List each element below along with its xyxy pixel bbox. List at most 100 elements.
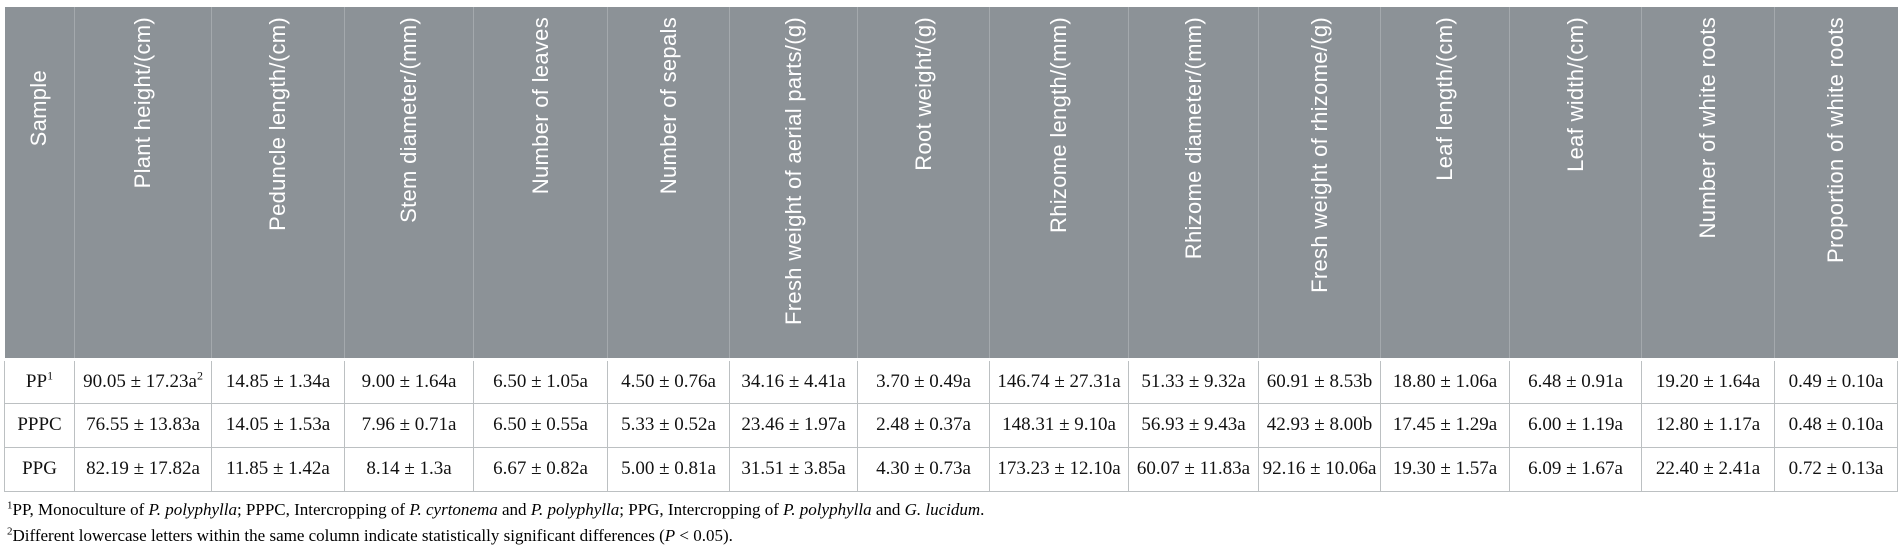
table-cell: 42.93 ± 8.00b [1258, 402, 1381, 448]
column-header-stem-diameter: Stem diameter/(mm) [344, 7, 474, 361]
table-cell: 11.85 ± 1.42a [211, 446, 345, 492]
table-row-pppc: PPPC 76.55 ± 13.83a 14.05 ± 1.53a 7.96 ±… [4, 402, 1898, 448]
header-row: Sample Plant height/(cm) Peduncle length… [4, 7, 1898, 361]
table-cell: 60.07 ± 11.83a [1128, 446, 1259, 492]
column-header-sample: Sample [4, 7, 75, 361]
table-cell: 92.16 ± 10.06a [1258, 446, 1381, 492]
table-cell: 82.19 ± 17.82a [74, 446, 212, 492]
footnote-marker: 1 [47, 368, 54, 383]
table-cell: 146.74 ± 27.31a [989, 358, 1129, 404]
table-header: Sample Plant height/(cm) Peduncle length… [4, 7, 1898, 361]
column-header-label: Root weight/(g) [910, 17, 936, 171]
cell-value: 90.05 ± 17.23a [83, 370, 197, 392]
footnote-text: ; PPPC, Intercropping of [236, 499, 410, 519]
table-cell: 6.00 ± 1.19a [1509, 402, 1642, 448]
column-header-label: Plant height/(cm) [130, 17, 155, 189]
p-value-symbol: P [664, 525, 676, 545]
table-cell: 19.20 ± 1.64a [1641, 358, 1775, 404]
footnote-text: ; PPG, Intercropping of [619, 499, 784, 519]
column-header-number-of-white-roots: Number of white roots [1641, 7, 1775, 361]
table-cell: 34.16 ± 4.41a [729, 358, 858, 404]
footnote-marker: 2 [7, 525, 13, 538]
table-cell: 173.23 ± 12.10a [989, 446, 1129, 492]
column-header-rhizome-diameter: Rhizome diameter/(mm) [1128, 7, 1259, 361]
footnote-1: 1PP, Monoculture of P. polyphylla ; PPPC,… [7, 499, 1901, 520]
table-cell: 19.30 ± 1.57a [1380, 446, 1510, 492]
footnote-text: PP, Monoculture of [12, 499, 149, 519]
column-header-fresh-weight-aerial-parts: Fresh weight of aerial parts/(g) [729, 7, 858, 361]
morphology-table: Sample Plant height/(cm) Peduncle length… [4, 7, 1898, 492]
table-cell: 31.51 ± 3.85a [729, 446, 858, 492]
footnote-2: 2Different lowercase letters within the … [7, 525, 1901, 546]
table-cell: 14.05 ± 1.53a [211, 402, 345, 448]
table-cell: 51.33 ± 9.32a [1128, 358, 1259, 404]
table-cell: 148.31 ± 9.10a [989, 402, 1129, 448]
column-header-root-weight: Root weight/(g) [857, 7, 990, 361]
column-header-plant-height: Plant height/(cm) [74, 7, 212, 361]
sample-cell: PPG [4, 446, 75, 492]
table-cell: 90.05 ± 17.23a2 [74, 358, 212, 404]
table-cell: 4.30 ± 0.73a [857, 446, 990, 492]
table-cell: 56.93 ± 9.43a [1128, 402, 1259, 448]
column-header-label: Number of leaves [527, 17, 553, 195]
column-header-leaf-length: Leaf length/(cm) [1380, 7, 1510, 361]
table-cell: 0.72 ± 0.13a [1774, 446, 1898, 492]
column-header-label: Leaf length/(cm) [1432, 17, 1457, 181]
footnote-text: Different lowercase letters within the s… [12, 525, 665, 545]
column-header-label: Peduncle length/(cm) [265, 17, 290, 231]
column-header-label: Sample [26, 70, 52, 147]
column-header-label: Rhizome length/(mm) [1046, 17, 1071, 233]
table-cell: 3.70 ± 0.49a [857, 358, 990, 404]
column-header-label: Fresh weight of rhizome/(g) [1306, 17, 1332, 293]
footnote-text: < 0.05). [675, 525, 733, 545]
column-header-label: Fresh weight of aerial parts/(g) [780, 17, 806, 325]
table-cell: 8.14 ± 1.3a [344, 446, 474, 492]
column-header-label: Rhizome diameter/(mm) [1180, 17, 1206, 260]
footnote-marker: 1 [7, 498, 13, 511]
table-cell: 7.96 ± 0.71a [344, 402, 474, 448]
table-cell: 18.80 ± 1.06a [1380, 358, 1510, 404]
table-cell: 6.48 ± 0.91a [1509, 358, 1642, 404]
column-header-number-of-leaves: Number of leaves [473, 7, 608, 361]
column-header-peduncle-length: Peduncle length/(cm) [211, 7, 345, 361]
table-cell: 6.67 ± 0.82a [473, 446, 608, 492]
table-cell: 14.85 ± 1.34a [211, 358, 345, 404]
table-cell: 23.46 ± 1.97a [729, 402, 858, 448]
table-cell: 4.50 ± 0.76a [607, 358, 730, 404]
table-cell: 12.80 ± 1.17a [1641, 402, 1775, 448]
table-row-ppg: PPG 82.19 ± 17.82a 11.85 ± 1.42a 8.14 ± … [4, 446, 1898, 492]
table-cell: 6.50 ± 0.55a [473, 402, 608, 448]
footnote-text: . [980, 499, 985, 519]
table-cell: 76.55 ± 13.83a [74, 402, 212, 448]
sample-label: PPG [22, 458, 57, 479]
column-header-fresh-weight-rhizome: Fresh weight of rhizome/(g) [1258, 7, 1381, 361]
table-row-pp: PP1 90.05 ± 17.23a2 14.85 ± 1.34a 9.00 ±… [4, 358, 1898, 404]
table-cell: 6.50 ± 1.05a [473, 358, 608, 404]
footnote-text: and [497, 499, 531, 519]
table-body: PP1 90.05 ± 17.23a2 14.85 ± 1.34a 9.00 ±… [4, 358, 1898, 492]
table-cell: 17.45 ± 1.29a [1380, 402, 1510, 448]
species-name: P. polyphylla [530, 499, 620, 519]
table-cell: 22.40 ± 2.41a [1641, 446, 1775, 492]
column-header-label: Number of sepals [655, 17, 681, 195]
table-cell: 60.91 ± 8.53b [1258, 358, 1381, 404]
column-header-rhizome-length: Rhizome length/(mm) [989, 7, 1129, 361]
column-header-label: Number of white roots [1695, 17, 1720, 239]
table-cell: 5.33 ± 0.52a [607, 402, 730, 448]
column-header-leaf-width: Leaf width/(cm) [1509, 7, 1642, 361]
column-header-number-of-sepals: Number of sepals [607, 7, 730, 361]
table-cell: 2.48 ± 0.37a [857, 402, 990, 448]
sample-cell: PPPC [4, 402, 75, 448]
table-cell: 6.09 ± 1.67a [1509, 446, 1642, 492]
table-cell: 0.49 ± 0.10a [1774, 358, 1898, 404]
column-header-label: Stem diameter/(mm) [396, 17, 421, 223]
table-cell: 9.00 ± 1.64a [344, 358, 474, 404]
column-header-proportion-of-white-roots: Proportion of white roots [1774, 7, 1898, 361]
sample-label: PPPC [17, 414, 62, 435]
column-header-label: Leaf width/(cm) [1562, 17, 1588, 172]
sample-label: PP [25, 370, 48, 392]
species-name: G. lucidum [904, 499, 981, 519]
sample-cell: PP1 [4, 358, 75, 404]
table-cell: 0.48 ± 0.10a [1774, 402, 1898, 448]
